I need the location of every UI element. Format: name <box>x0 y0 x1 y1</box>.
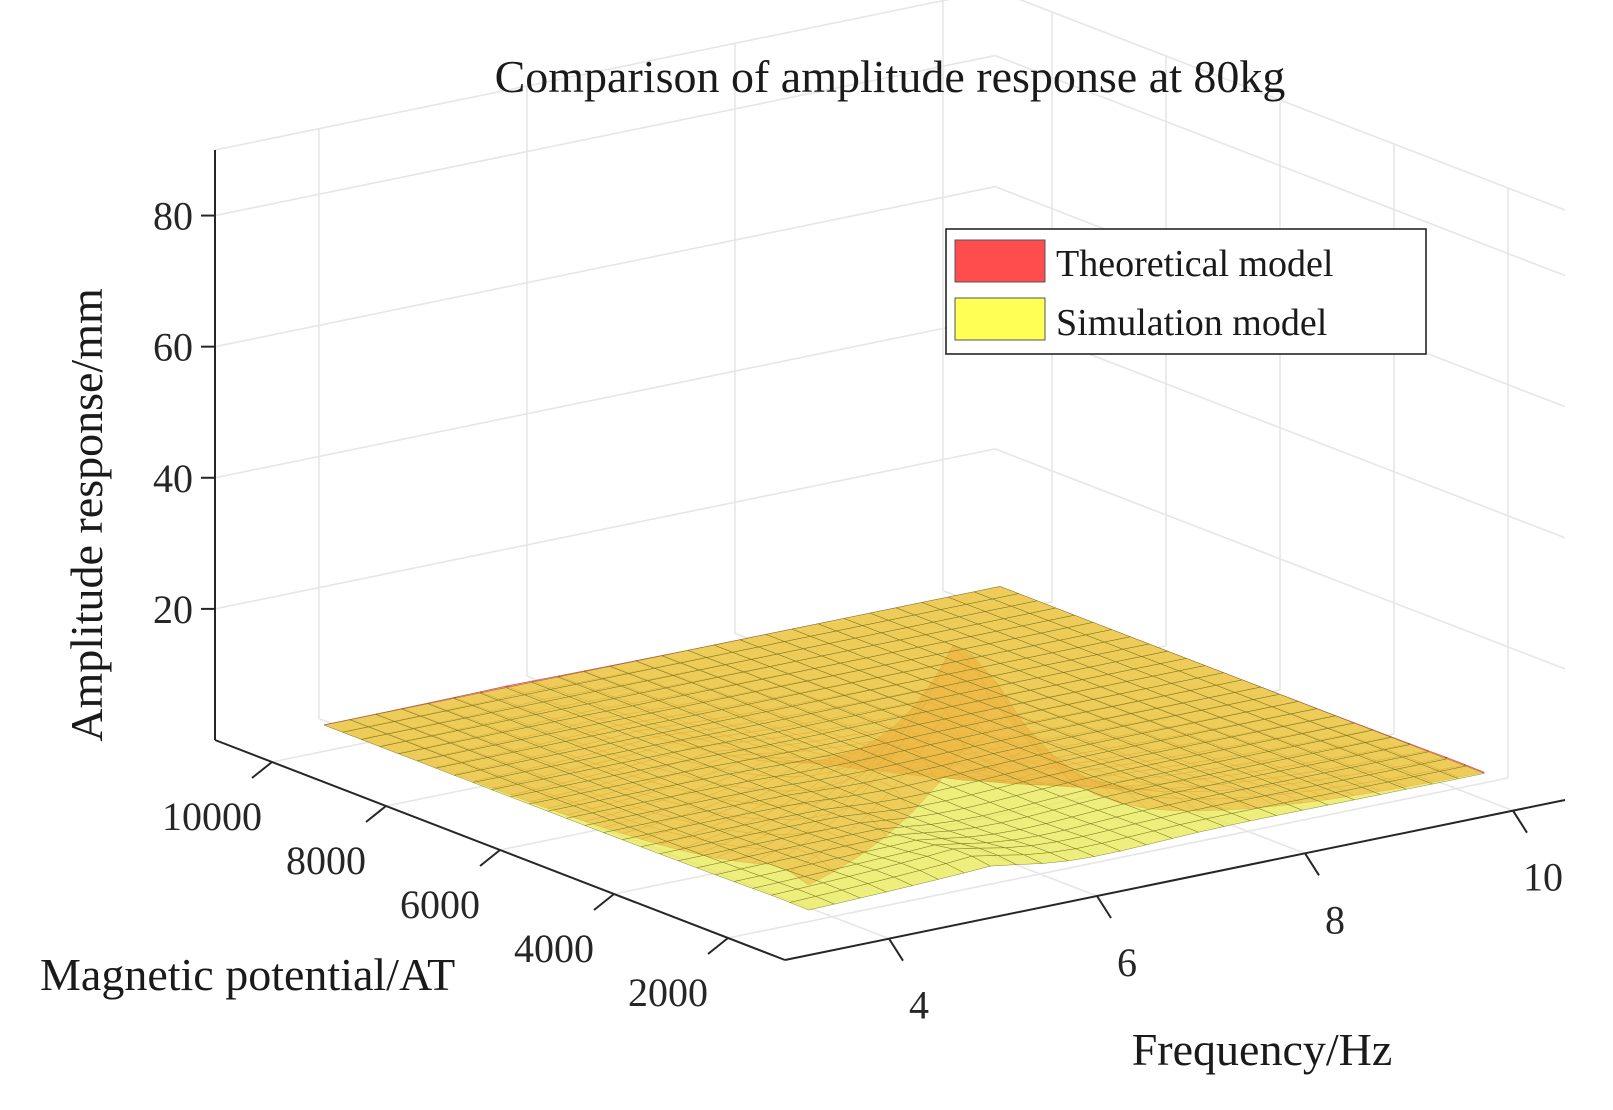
z-tick-label: 40 <box>153 456 193 501</box>
surface-plots <box>323 586 1486 911</box>
z-tick-label: 80 <box>153 194 193 239</box>
axes <box>201 150 1566 962</box>
z-tick-label: 60 <box>153 325 193 370</box>
y-tick-mark <box>365 805 387 823</box>
y-tick-label: 2000 <box>628 970 708 1015</box>
y-tick-label: 4000 <box>514 926 594 971</box>
x-tick-mark <box>1304 852 1320 876</box>
x-tick-label: 6 <box>1117 940 1137 985</box>
grid-line <box>214 448 996 610</box>
grid-line <box>727 777 1509 939</box>
legend-label-simulation: Simulation model <box>1056 302 1327 344</box>
legend: Theoretical model Simulation model <box>945 228 1427 355</box>
x-tick-label: 10 <box>1523 855 1563 900</box>
x-tick-mark <box>888 938 904 962</box>
surface-patch <box>1439 765 1486 779</box>
grid-line <box>214 316 996 479</box>
y-tick-label: 10000 <box>162 794 262 839</box>
x-tick-mark <box>1512 810 1528 834</box>
grid-line <box>994 54 1566 277</box>
grid-line <box>214 54 996 217</box>
x-tick-label: 4 <box>909 983 929 1028</box>
tick-labels: 4 6 8 10 2000 4000 6000 8000 10000 20 40 60 80 <box>153 194 1563 1028</box>
x-axis-title: Frequency/Hz <box>1132 1024 1393 1075</box>
x-tick-mark <box>1096 895 1112 919</box>
x-axis-line <box>784 799 1566 961</box>
z-tick-label: 20 <box>153 587 193 632</box>
x-tick-label: 8 <box>1325 897 1345 942</box>
grid-line <box>994 448 1566 670</box>
chart-title: Comparison of amplitude response at 80kg <box>495 51 1286 102</box>
grid-line <box>214 185 996 348</box>
grid-line <box>1018 0 1566 211</box>
grid-line <box>214 0 951 151</box>
surface-series <box>323 586 1486 911</box>
y-tick-label: 8000 <box>286 838 366 883</box>
y-tick-mark <box>593 893 615 911</box>
y-tick-mark <box>251 761 273 779</box>
y-tick-mark <box>707 937 729 955</box>
y-tick-label: 6000 <box>400 882 480 927</box>
y-tick-mark <box>479 849 501 867</box>
z-axis-title: Amplitude response/mm <box>61 288 112 742</box>
y-axis-title: Magnetic potential/AT <box>40 949 455 1000</box>
legend-swatch-simulation <box>954 297 1046 341</box>
legend-label-theoretical: Theoretical model <box>1056 243 1334 285</box>
legend-swatch-theoretical <box>954 239 1046 283</box>
